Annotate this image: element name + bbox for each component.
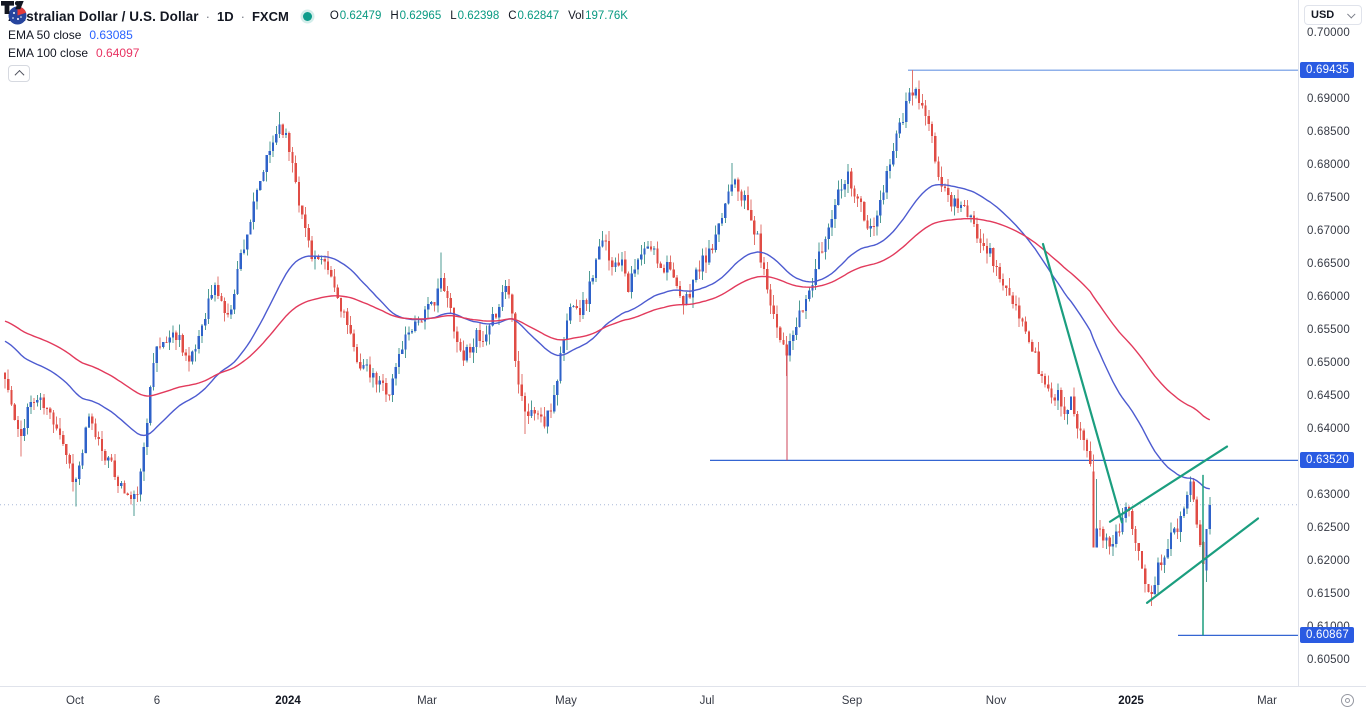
price-tick: 0.63000 [1307,488,1350,501]
time-tick: May [555,695,577,707]
time-axis[interactable]: Oct 6 2024 Mar May Jul Sep Nov 2025 Mar [0,686,1366,716]
time-tick: Jul [699,695,715,707]
separator: · [205,8,210,24]
time-tick: Nov [985,695,1007,707]
price-tick: 0.68500 [1307,125,1350,138]
separator: · [240,8,245,24]
close-label: C [508,10,517,22]
high-label: H [390,10,399,22]
chevron-up-icon [14,69,24,80]
high-value: 0.62965 [399,10,442,22]
market-status-dot[interactable] [302,11,312,21]
price-tick: 0.64000 [1307,422,1350,435]
volume-label: Vol [568,10,585,22]
price-tick: 0.60500 [1307,653,1350,666]
price-tick: 0.70000 [1307,26,1350,39]
price-tick: 0.68000 [1307,158,1350,171]
time-tick: Mar [417,695,437,707]
chart-area: Australian Dollar / U.S. Dollar · 1D · F… [0,0,1298,686]
time-tick: Sep [841,695,863,707]
price-tick: 0.64500 [1307,389,1350,402]
price-line-label: 0.69435 [1300,62,1354,79]
indicator-row-ema100[interactable]: EMA 100 close 0.64097 [8,44,628,62]
low-label: L [450,10,457,22]
open-value: 0.62479 [339,10,382,22]
ema100-name: EMA 100 close [8,46,89,60]
price-tick: 0.65000 [1307,356,1350,369]
price-tick: 0.66500 [1307,257,1350,270]
currency-label: USD [1311,9,1335,21]
indicator-row-ema50[interactable]: EMA 50 close 0.63085 [8,26,628,44]
time-tick: Oct [66,695,84,707]
interval[interactable]: 1D [217,8,234,24]
candlestick-chart[interactable] [0,0,1298,686]
price-tick: 0.61500 [1307,587,1350,600]
exchange: FXCM [251,8,289,24]
volume-value: 197.76K [585,10,628,22]
collapse-legend-button[interactable] [8,65,30,82]
price-tick: 0.65500 [1307,323,1350,336]
price-axis[interactable]: USD 0.70000 0.69000 0.68500 0.68000 0.67500 0… [1298,0,1366,686]
legend: Australian Dollar / U.S. Dollar · 1D · F… [8,6,628,82]
currency-selector[interactable]: USD [1304,5,1362,25]
ema50-name: EMA 50 close [8,28,82,42]
close-value: 0.62847 [517,10,560,22]
chevron-down-icon [1347,10,1356,19]
price-line-label: 0.63520 [1300,452,1354,469]
symbol-logo-icon [8,6,27,25]
low-value: 0.62398 [457,10,500,22]
time-tick: Mar [1257,695,1277,707]
price-tick: 0.62000 [1307,554,1350,567]
price-tick: 0.67000 [1307,224,1350,237]
ema50-value: 0.63085 [89,28,133,42]
price-line-label: 0.60867 [1300,627,1354,644]
price-tick: 0.69000 [1307,92,1350,105]
symbol-title[interactable]: Australian Dollar / U.S. Dollar [8,8,199,24]
time-tick: 6 [153,695,161,707]
price-tick: 0.62500 [1307,521,1350,534]
ema100-value: 0.64097 [96,46,140,60]
price-tick: 0.67500 [1307,191,1350,204]
ohlc-values: O 0.62479 H 0.62965 L 0.62398 C 0.62847 Vol 1… [330,10,628,22]
symbol-row[interactable]: Australian Dollar / U.S. Dollar · 1D · F… [8,6,628,26]
open-label: O [329,10,339,22]
time-tick: 2025 [1118,695,1144,707]
price-tick: 0.66000 [1307,290,1350,303]
time-tick: 2024 [275,695,301,707]
tradingview-logo[interactable] [0,0,26,15]
timezone-settings-icon[interactable] [1341,694,1354,707]
